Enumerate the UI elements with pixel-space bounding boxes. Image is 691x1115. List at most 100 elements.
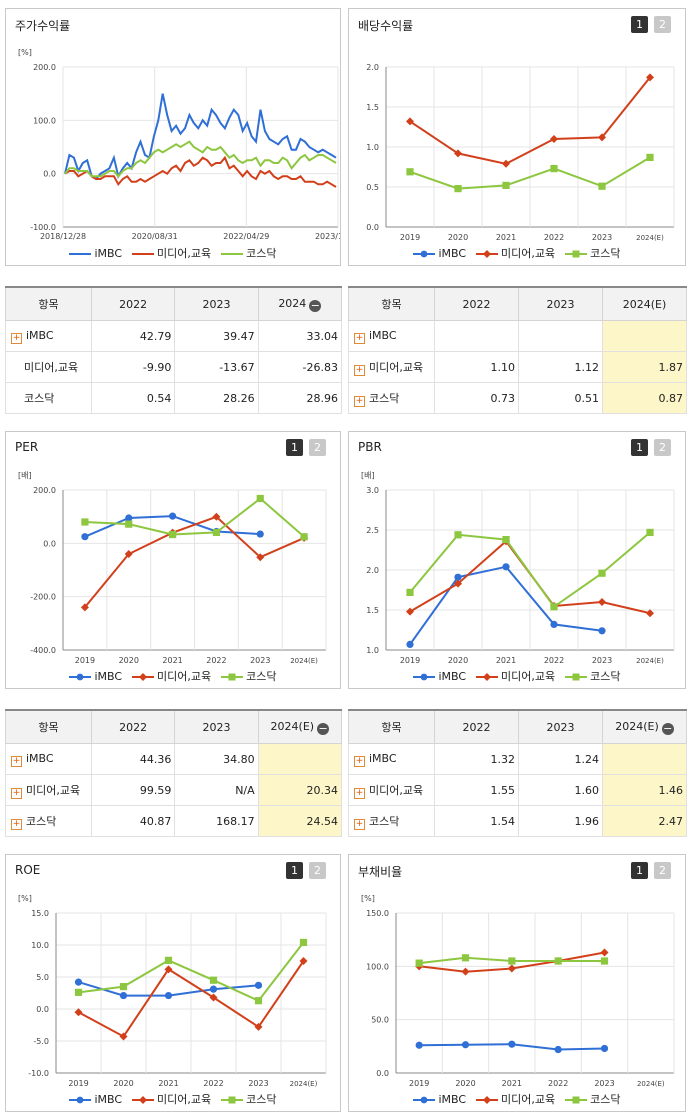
data-point[interactable] (554, 1045, 562, 1054)
data-point[interactable] (507, 964, 516, 973)
data-point[interactable] (119, 991, 128, 1000)
data-point[interactable] (550, 135, 558, 143)
data-point[interactable] (168, 530, 177, 539)
data-point[interactable] (300, 533, 308, 541)
legend-item[interactable]: 코스닥 (565, 668, 621, 684)
data-point[interactable] (502, 181, 510, 189)
data-point[interactable] (600, 957, 609, 965)
collapse-icon[interactable]: − (317, 721, 330, 735)
data-point[interactable] (74, 988, 83, 996)
data-point[interactable] (299, 957, 308, 965)
data-point[interactable] (124, 550, 133, 558)
data-point[interactable] (461, 954, 470, 962)
data-point[interactable] (164, 991, 173, 1000)
series-line-1[interactable] (84, 515, 305, 608)
data-point[interactable] (209, 985, 218, 993)
data-point[interactable] (598, 598, 606, 606)
data-point[interactable] (164, 965, 173, 974)
data-point[interactable] (598, 627, 606, 635)
legend-item[interactable]: 코스닥 (565, 245, 621, 261)
expand-icon[interactable]: + (354, 364, 365, 376)
data-point[interactable] (454, 531, 462, 539)
data-point[interactable] (209, 976, 218, 984)
data-point[interactable] (81, 518, 89, 526)
legend-item[interactable]: 코스닥 (221, 668, 277, 684)
data-point[interactable] (74, 978, 83, 986)
data-point[interactable] (406, 588, 414, 596)
period-button-1[interactable]: 1 (631, 862, 648, 879)
data-point[interactable] (550, 603, 558, 611)
expand-icon[interactable]: + (11, 787, 22, 799)
data-point[interactable] (454, 573, 462, 581)
data-point[interactable] (299, 938, 308, 947)
data-point[interactable] (550, 165, 558, 173)
data-point[interactable] (598, 182, 606, 190)
data-point[interactable] (454, 185, 462, 193)
legend-item[interactable]: 코스닥 (221, 1091, 277, 1107)
period-button-2[interactable]: 2 (309, 862, 326, 879)
data-point[interactable] (81, 533, 89, 541)
period-button-2[interactable]: 2 (654, 439, 671, 456)
series-line-2[interactable] (84, 497, 305, 538)
legend-item[interactable]: iMBC (69, 247, 122, 260)
legend-item[interactable]: 미디어,교육 (476, 245, 555, 261)
expand-icon[interactable]: + (354, 787, 365, 799)
period-button-2[interactable]: 2 (654, 16, 671, 33)
data-point[interactable] (406, 640, 414, 648)
period-button-1[interactable]: 1 (286, 439, 303, 456)
expand-icon[interactable]: + (11, 332, 22, 344)
data-point[interactable] (209, 993, 218, 1002)
period-button-1[interactable]: 1 (631, 16, 648, 33)
legend-item[interactable]: iMBC (413, 670, 466, 683)
data-point[interactable] (212, 512, 221, 521)
data-point[interactable] (125, 514, 133, 522)
legend-item[interactable]: 미디어,교육 (132, 1091, 211, 1107)
data-point[interactable] (598, 133, 606, 142)
data-point[interactable] (502, 536, 510, 544)
expand-icon[interactable]: + (11, 818, 22, 830)
collapse-icon[interactable]: − (661, 721, 674, 735)
data-point[interactable] (254, 1022, 263, 1031)
expand-icon[interactable]: + (11, 755, 22, 767)
legend-item[interactable]: 미디어,교육 (476, 1091, 555, 1107)
data-point[interactable] (550, 620, 558, 628)
legend-item[interactable]: iMBC (69, 1093, 122, 1106)
legend-item[interactable]: 미디어,교육 (132, 668, 211, 684)
data-point[interactable] (256, 494, 264, 503)
data-point[interactable] (502, 159, 510, 168)
legend-item[interactable]: 미디어,교육 (476, 668, 555, 684)
data-point[interactable] (164, 956, 173, 964)
data-point[interactable] (454, 579, 462, 588)
expand-icon[interactable]: + (354, 818, 365, 830)
legend-item[interactable]: iMBC (413, 247, 466, 260)
series-line-0[interactable] (64, 93, 337, 181)
series-line-2[interactable] (409, 531, 651, 609)
data-point[interactable] (415, 1041, 423, 1049)
legend-item[interactable]: iMBC (69, 670, 122, 683)
series-line-0[interactable] (409, 76, 651, 165)
data-point[interactable] (600, 1044, 609, 1053)
data-point[interactable] (508, 957, 516, 965)
data-point[interactable] (646, 609, 654, 618)
data-point[interactable] (454, 149, 462, 158)
data-point[interactable] (461, 967, 470, 976)
data-point[interactable] (508, 1040, 516, 1048)
legend-item[interactable]: 미디어,교육 (132, 245, 211, 261)
period-button-2[interactable]: 2 (309, 439, 326, 456)
data-point[interactable] (415, 959, 423, 967)
series-line-1[interactable] (78, 960, 305, 1038)
data-point[interactable] (406, 607, 414, 616)
data-point[interactable] (406, 117, 414, 126)
data-point[interactable] (600, 948, 609, 957)
data-point[interactable] (461, 1041, 470, 1049)
series-line-1[interactable] (409, 156, 651, 190)
collapse-icon[interactable]: − (309, 298, 322, 312)
data-point[interactable] (254, 997, 263, 1005)
data-point[interactable] (254, 981, 263, 989)
data-point[interactable] (168, 512, 177, 520)
series-line-2[interactable] (64, 140, 337, 178)
expand-icon[interactable]: + (354, 395, 365, 407)
legend-item[interactable]: iMBC (413, 1093, 466, 1106)
data-point[interactable] (646, 153, 654, 161)
series-line-1[interactable] (64, 155, 337, 188)
